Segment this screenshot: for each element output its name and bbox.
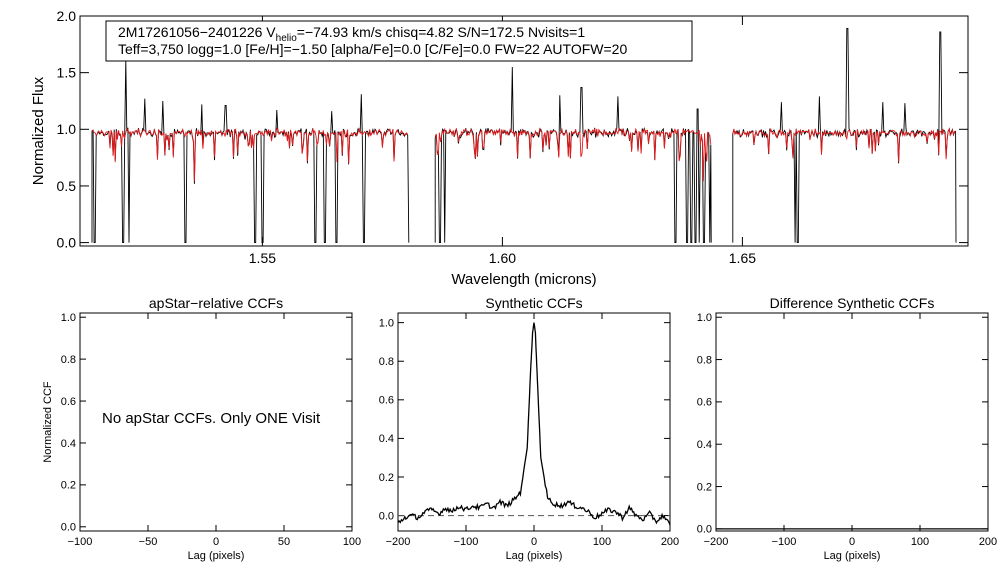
apstar-ccf-ytick-label: 0.6 [61, 396, 76, 408]
difference-ccf-xtick-label: −200 [704, 536, 729, 548]
spectrum-ytick-label: 1.0 [57, 121, 77, 137]
difference-ccf-ytick-label: 0.6 [697, 397, 712, 409]
apstar-ccf-xtick-label: −100 [68, 536, 93, 548]
header-line-2: Teff=3,750 logg=1.0 [Fe/H]=−1.50 [alpha/… [118, 41, 627, 57]
spectrum-ytick-label: 1.5 [57, 65, 77, 81]
difference-ccf-axes: −200 −100 0 100 200 0.0 0.2 0.4 0.6 0.8 1.0 [697, 312, 997, 548]
synthetic-ccf-frame [397, 312, 671, 532]
difference-ccf-ytick-label: 1.0 [697, 312, 712, 324]
apstar-ccf-xtick-label: 50 [278, 536, 290, 548]
difference-ccf-title: Difference Synthetic CCFs [770, 295, 935, 311]
spectrum-ytick-label: 2.0 [57, 8, 77, 24]
spectrum-axes: 1.55 1.60 1.65 0.0 0.5 1.0 1.5 2.0 [57, 8, 969, 266]
header-line-1-b: =−74.93 km/s chisq=4.82 S/N=172.5 Nvisit… [297, 24, 586, 40]
synthetic-ccf-xlabel: Lag (pixels) [506, 550, 563, 562]
apstar-ccf-ytick-label: 1.0 [61, 312, 76, 324]
model-spectrum [91, 127, 956, 182]
apstar-ccf-ytick-label: 0.8 [61, 354, 76, 366]
apstar-ccf-xlabel: Lag (pixels) [188, 550, 245, 562]
synthetic-ccf-ytick-label: 0.6 [379, 395, 394, 407]
difference-ccf-frame [715, 312, 989, 532]
difference-ccf-ytick-label: 0.2 [697, 481, 712, 493]
apstar-ccf-ytick-label: 0.0 [61, 522, 76, 534]
difference-ccf-xtick-label: 0 [849, 536, 855, 548]
synthetic-ccf-xtick-label: 0 [531, 536, 537, 548]
difference-ccf-xtick-label: 100 [911, 536, 929, 548]
model-spectrum-chip-3 [732, 127, 956, 162]
synthetic-ccf-title: Synthetic CCFs [485, 295, 582, 311]
observed-spectrum-chip-3 [732, 28, 957, 244]
apstar-ccf-xtick-label: 0 [213, 536, 219, 548]
observed-spectrum-chip-1 [91, 59, 410, 244]
synthetic-ccf-ytick-label: 0.4 [379, 433, 394, 445]
header-info-box: 2M17261056−2401226 Vhelio=−74.93 km/s ch… [105, 20, 693, 62]
model-spectrum-chip-1 [91, 127, 409, 182]
synthetic-ccf-axes: −200 −100 0 100 200 0.0 0.2 0.4 0.6 0.8 1.0 [379, 312, 679, 548]
synthetic-ccf-ytick-label: 0.8 [379, 356, 394, 368]
synthetic-ccf-series-line [397, 322, 671, 526]
difference-ccf-xtick-label: −100 [772, 536, 797, 548]
difference-ccf-ytick-label: 0.8 [697, 354, 712, 366]
apstar-ccf-annotation: No apStar CCFs. Only ONE Visit [102, 410, 321, 427]
difference-ccf-ytick-label: 0.0 [697, 524, 712, 536]
difference-ccf-xlabel: Lag (pixels) [824, 550, 881, 562]
model-spectrum-chip-2 [434, 127, 712, 182]
observed-spectrum-chip-2 [434, 66, 712, 244]
synthetic-ccf-ytick-label: 0.0 [379, 510, 394, 522]
spectrum-frame [79, 15, 969, 247]
header-line-1: 2M17261056−2401226 Vhelio=−74.93 km/s ch… [118, 24, 585, 44]
apstar-ccf-ytick-label: 0.2 [61, 480, 76, 492]
spectrum-ytick-label: 0.5 [57, 178, 77, 194]
apstar-ccf-ylabel: Normalized CCF [42, 381, 54, 463]
synthetic-ccf-xtick-label: 200 [661, 536, 679, 548]
difference-ccf-xtick-label: 200 [979, 536, 997, 548]
apstar-ccf-ytick-label: 0.4 [61, 438, 76, 450]
synthetic-ccf-xtick-label: 100 [593, 536, 611, 548]
spectrum-xtick-label: 1.55 [249, 250, 276, 266]
synthetic-ccf-xtick-label: −200 [386, 536, 411, 548]
spectrum-ylabel: Normalized Flux [30, 76, 47, 185]
header-box-frame [105, 20, 693, 62]
apstar-ccf-xtick-label: 100 [343, 536, 361, 548]
spectrum-xlabel: Wavelength (microns) [451, 271, 596, 288]
header-line-1-a: 2M17261056−2401226 V [118, 24, 276, 40]
synthetic-ccf-xtick-label: −100 [454, 536, 479, 548]
synthetic-ccf-ytick-label: 1.0 [379, 317, 394, 329]
spectrum-xtick-label: 1.65 [729, 250, 756, 266]
apstar-ccf-title: apStar−relative CCFs [149, 295, 283, 311]
apstar-ccf-axes: −100 −50 0 50 100 0.0 0.2 0.4 0.6 0.8 1.0 [61, 312, 361, 548]
spectrum-ytick-label: 0.0 [57, 235, 77, 251]
apstar-ccf-xtick-label: −50 [139, 536, 158, 548]
difference-ccf-ytick-label: 0.4 [697, 439, 712, 451]
synthetic-ccf-ytick-label: 0.2 [379, 472, 394, 484]
spectrum-xtick-label: 1.60 [489, 250, 516, 266]
header-line-1-sub: helio [276, 33, 298, 44]
